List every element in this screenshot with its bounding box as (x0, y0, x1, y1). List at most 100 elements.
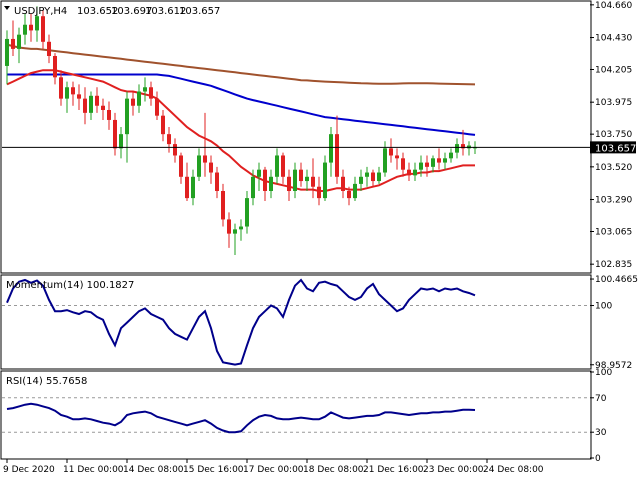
candle-body (281, 155, 285, 177)
candle-body (389, 148, 393, 156)
candle (89, 91, 93, 120)
candle (41, 10, 45, 49)
y-tick-label: 102.835 (595, 260, 632, 270)
x-tick-label: 11 Dec 00:00 (63, 465, 124, 475)
candle (59, 70, 63, 106)
candle (377, 166, 381, 184)
y-tick-label: 103.290 (595, 196, 632, 206)
candle (437, 148, 441, 170)
candle-body (407, 169, 411, 176)
rsi-y-label: 70 (595, 394, 607, 404)
candle-body (29, 24, 33, 31)
candle (143, 77, 147, 102)
candle-body (257, 169, 261, 177)
candle-body (251, 176, 255, 199)
candle-body (95, 95, 99, 106)
momentum-y-label: 100 (595, 302, 612, 312)
x-tick-label: 15 Dec 16:00 (183, 465, 244, 475)
candle (29, 13, 33, 42)
candle (47, 34, 51, 64)
candle-body (209, 162, 213, 173)
momentum-panel-frame (0, 274, 592, 370)
candle (35, 6, 39, 42)
candle (155, 91, 159, 120)
candle (119, 127, 123, 159)
candle (311, 158, 315, 199)
candle (287, 169, 291, 201)
candle-body (293, 169, 297, 191)
candle (275, 148, 279, 184)
candle (173, 138, 177, 163)
collapse-triangle-icon[interactable] (4, 6, 10, 10)
y-tick-label: 104.205 (595, 66, 632, 76)
candle-body (215, 172, 219, 191)
candle-body (149, 87, 153, 99)
candle (395, 148, 399, 170)
candle-body (41, 16, 45, 42)
rsi-panel-frame (0, 370, 592, 460)
candle-body (17, 34, 21, 49)
candle-body (311, 176, 315, 187)
candle (263, 166, 267, 201)
candle-body (263, 169, 267, 191)
candle-body (71, 87, 75, 95)
candle-body (65, 87, 69, 99)
candle (329, 127, 333, 177)
x-tick-label: 21 Dec 16:00 (363, 465, 424, 475)
candle-body (317, 186, 321, 199)
candle-body (335, 134, 339, 177)
candle-body (461, 144, 465, 149)
candle (11, 20, 15, 56)
current-price-label: 103.657 (595, 143, 636, 154)
main-axis-ticks: 102.835 103.065 103.290 103.520 103.750 103.9… (590, 1, 632, 270)
momentum-indicator: 98.9572 100 100.4665 (2, 275, 638, 371)
candle-body (101, 105, 105, 110)
candle-body (455, 144, 459, 153)
candle (317, 176, 321, 206)
candle-body (203, 155, 207, 163)
candle-body (173, 144, 177, 156)
candle-body (305, 176, 309, 182)
candle (209, 155, 213, 184)
candle-body (377, 172, 381, 182)
candle (419, 155, 423, 177)
candle-body (347, 191, 351, 199)
candle-body (437, 158, 441, 163)
candle-body (371, 172, 375, 182)
candle (107, 101, 111, 130)
candle (71, 81, 75, 106)
candle-body (119, 134, 123, 149)
candle-body (191, 176, 195, 199)
candle (191, 169, 195, 206)
candle (197, 148, 201, 182)
candle (407, 162, 411, 182)
candle-body (185, 176, 189, 199)
rsi-y-label: 30 (595, 428, 607, 438)
candle (95, 87, 99, 113)
current-price-tag (590, 141, 636, 154)
candle (167, 127, 171, 153)
candle (101, 98, 105, 120)
momentum-y-label: 98.9572 (595, 361, 632, 371)
x-axis-labels: 9 Dec 2020 11 Dec 00:00 14 Dec 08:00 15 Dec… (3, 459, 544, 475)
candle-body (11, 38, 15, 49)
candle (77, 84, 81, 110)
candle-body (107, 110, 111, 120)
ohlc-high: 103.697 (111, 6, 152, 17)
candle-body (443, 158, 447, 163)
moving-average-line-3 (6, 69, 475, 192)
momentum-y-label: 100.4665 (595, 275, 638, 285)
candle (17, 27, 21, 64)
candle (431, 155, 435, 173)
x-tick-label: 17 Dec 00:00 (243, 465, 304, 475)
candle-body (35, 16, 39, 31)
candle-body (161, 115, 165, 135)
candle (401, 152, 405, 177)
candle (5, 30, 9, 85)
candle (347, 186, 351, 206)
candle (245, 191, 249, 234)
candle-body (269, 176, 273, 191)
candle (137, 84, 141, 113)
candle-body (155, 98, 159, 116)
